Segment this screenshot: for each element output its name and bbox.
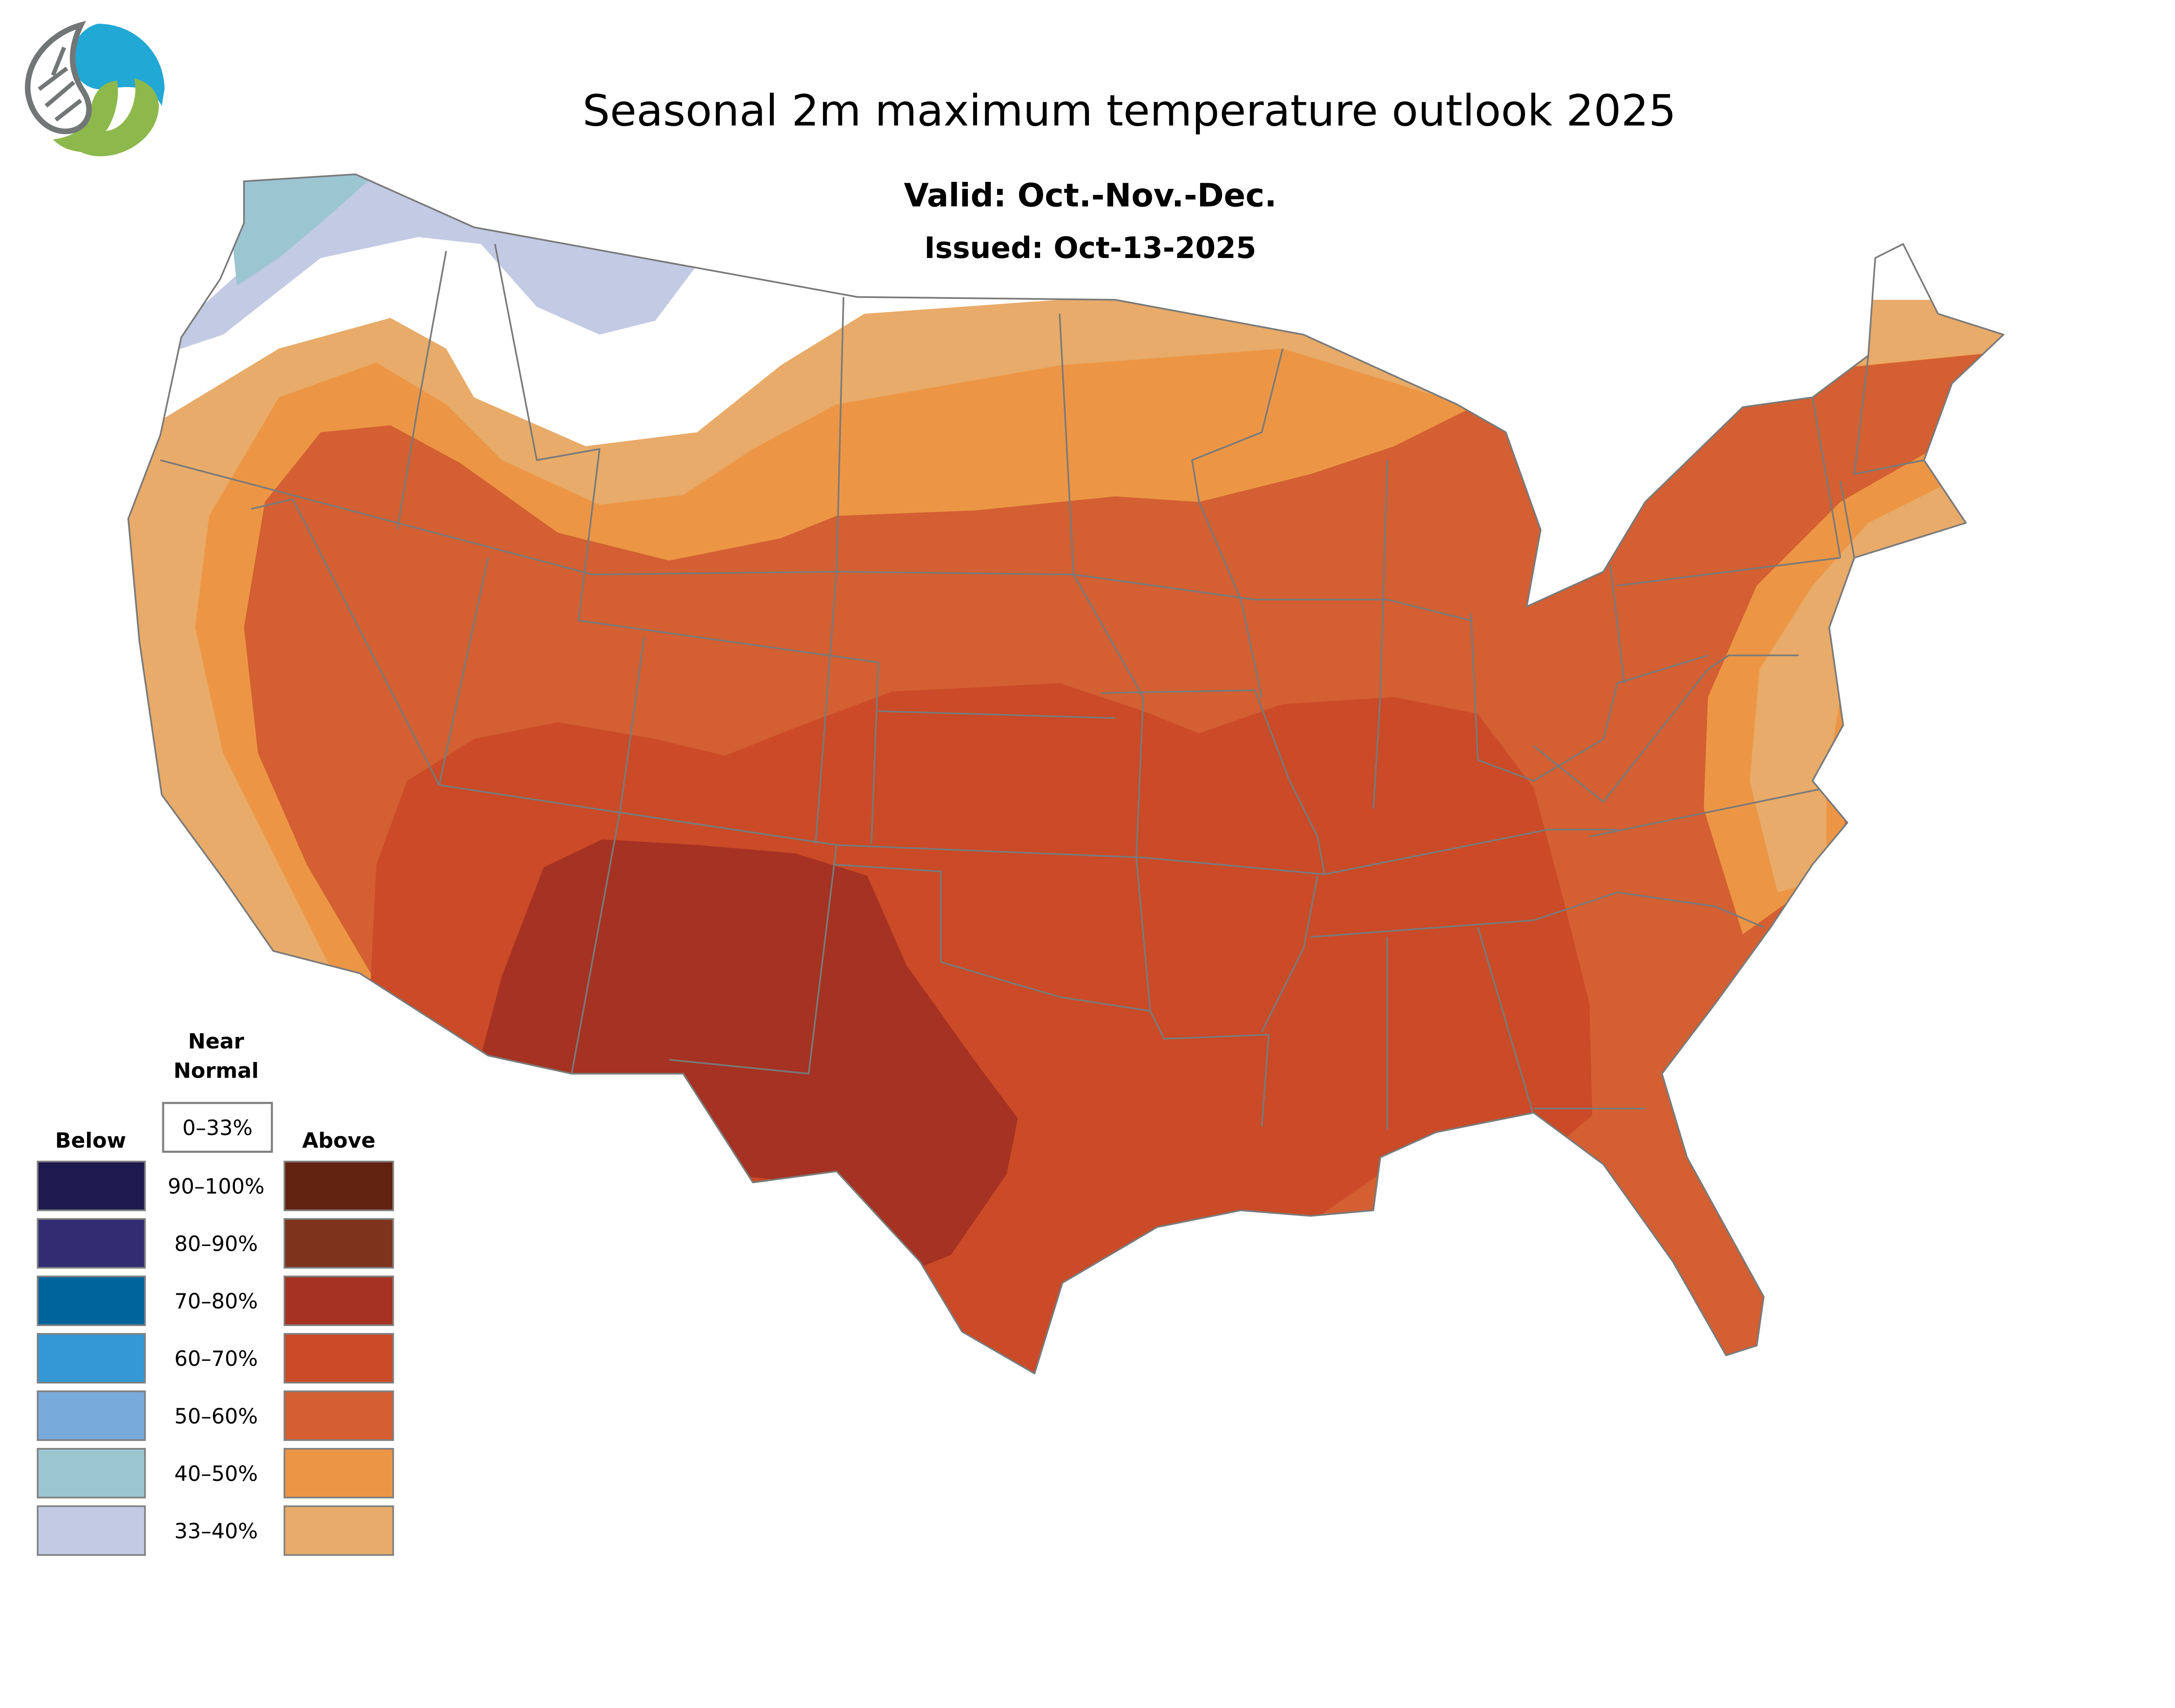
legend-below-swatch [37,1333,146,1384]
legend-range-label: 70–80% [174,1289,258,1314]
legend-above-swatch [283,1218,394,1269]
legend-near-normal-title-line2: Normal [174,1059,259,1083]
legend-near-normal-range: 0–33% [182,1116,252,1140]
legend-below-swatch [37,1160,146,1211]
legend-above-label: Above [302,1129,376,1153]
legend-near-normal-swatch [162,1102,273,1153]
legend-below-swatch [37,1448,146,1499]
legend: Near Normal 0–33% Below Above 90–100% 80–… [37,1029,394,1556]
legend-above-swatch [283,1276,394,1326]
above-70-80-region [481,839,1018,1272]
below-40-50-region [223,174,384,286]
legend-range-label: 50–60% [174,1404,258,1429]
us-map [128,174,2004,1374]
legend-below-swatch [37,1390,146,1441]
logo-icon [25,19,165,159]
legend-rows: 90–100% 80–90% 70–80% 60–70% 50–60% 40–50% 33–… [37,1160,394,1556]
legend-range-label: 33–40% [174,1519,258,1544]
legend-below-swatch [37,1218,146,1269]
legend-above-swatch [283,1448,394,1499]
state-borders [160,244,1924,1130]
legend-below-swatch [37,1505,146,1556]
legend-range-label: 90–100% [167,1175,264,1199]
legend-range-label: 40–50% [174,1462,258,1486]
legend-above-swatch [283,1505,394,1556]
legend-range-label: 60–70% [174,1347,258,1371]
issued-date: Issued: Oct-13-2025 [924,231,1256,265]
legend-near-normal-title-line1: Near [188,1029,244,1054]
legend-above-swatch [283,1333,394,1384]
map-title: Seasonal 2m maximum temperature outlook … [582,86,1676,136]
legend-below-swatch [37,1276,146,1326]
below-33-40-region [139,174,697,363]
outlook-map-figure: Seasonal 2m maximum temperature outlook … [25,19,2004,1556]
valid-period: Valid: Oct.-Nov.-Dec. [904,177,1277,214]
legend-range-label: 80–90% [174,1232,258,1256]
legend-above-swatch [283,1160,394,1211]
legend-above-swatch [283,1390,394,1441]
legend-below-label: Below [55,1129,126,1153]
